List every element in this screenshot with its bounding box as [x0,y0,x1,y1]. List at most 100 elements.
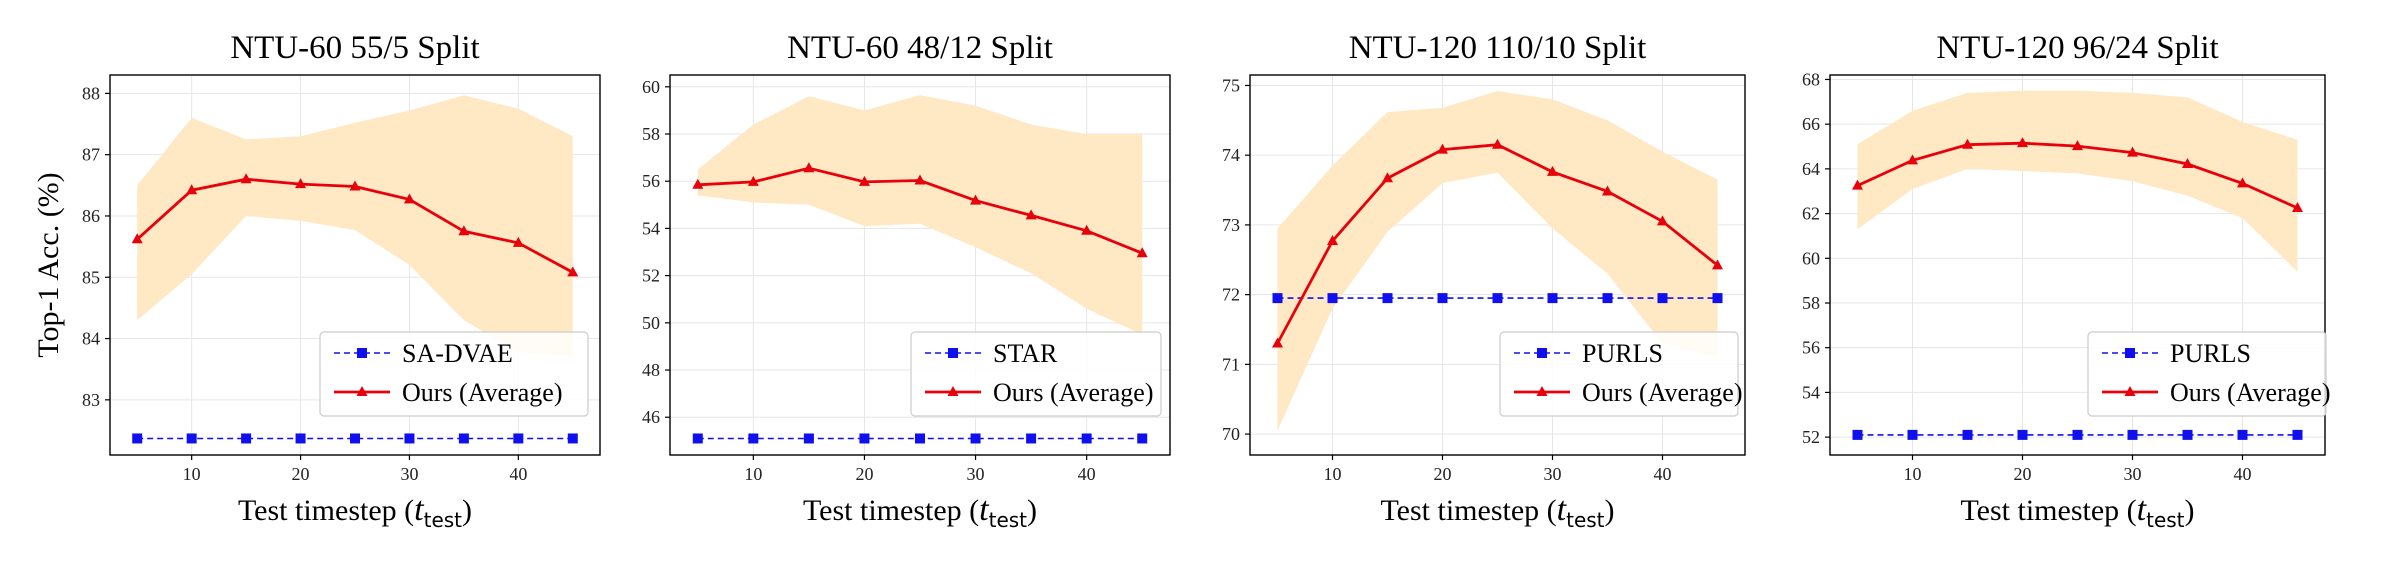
x-axis-label-math: t [1557,491,1568,528]
ours-point [1136,247,1148,258]
y-tick-label: 62 [1802,204,1820,224]
ours-point [1852,179,1863,190]
x-tick-label: 30 [2124,464,2142,484]
x-tick-label: 30 [967,464,985,484]
ours-point [2127,146,2138,157]
ours-point [1327,234,1338,245]
y-tick-label: 68 [1802,69,1820,89]
ours-point [914,174,926,185]
y-tick-label: 83 [82,390,100,410]
y-tick-label: 56 [1802,338,1820,358]
plot-frame [1249,74,1746,456]
x-axis-label-math: t [2137,491,2148,528]
baseline-point [1547,293,1558,304]
ours-point [1907,154,1918,165]
baseline-point [567,433,578,444]
ours-point [2237,177,2248,188]
baseline-point [692,433,703,444]
ours-point [747,175,759,186]
legend-baseline-label: SA-DVAE [402,339,513,368]
x-tick-label: 40 [2234,464,2252,484]
x-axis-label-text: Test timestep ( [1380,494,1556,527]
ours-point [295,178,307,189]
x-tick-label: 20 [855,464,873,484]
x-tick-label: 20 [1434,464,1452,484]
legend-baseline-label: STAR [993,339,1058,368]
ours-point [1272,337,1283,348]
y-tick-label: 58 [642,124,660,144]
y-tick-label: 46 [642,407,660,427]
x-axis-label-close: ) [1027,494,1037,527]
legend-ours-label: Ours (Average) [1582,378,1743,407]
y-tick-label: 52 [1802,427,1820,447]
baseline-point [2182,429,2193,440]
x-tick-label: 30 [400,464,418,484]
ours-point [2292,202,2303,212]
baseline-point [1026,433,1037,444]
baseline-point [1907,429,1918,440]
baseline-point [2017,429,2028,440]
x-axis-label-subscript: test [1566,508,1605,532]
x-axis-label: Test timestep (ttest) [1960,491,2194,532]
ours-point [512,236,524,247]
y-tick-label: 75 [1222,75,1240,95]
baseline-point [748,433,759,444]
plot-frame [669,74,1171,456]
ours-point [349,180,361,191]
baseline-point [404,433,415,444]
legend-baseline-marker [1537,348,1547,358]
baseline-point [1852,429,1863,440]
x-tick-label: 10 [183,464,201,484]
x-tick-label: 10 [1324,464,1342,484]
y-tick-label: 52 [642,266,660,286]
baseline-point [970,433,981,444]
x-axis-label-subscript: test [989,508,1028,532]
x-axis-label-text: Test timestep ( [803,494,979,527]
baseline-point [915,433,925,444]
ours-point [2072,140,2083,151]
y-tick-label: 84 [82,329,100,349]
legend: PURLS Ours (Average) [1499,331,1743,417]
x-tick-label: 40 [1654,464,1672,484]
baseline-point [132,433,143,444]
baseline-point [859,433,870,444]
y-tick-label: 58 [1802,293,1820,313]
y-tick-label: 54 [642,218,660,238]
baseline-point [2237,429,2248,440]
baseline-point [1327,293,1338,304]
plot-frame [109,74,601,456]
chart-title: NTU-120 96/24 Split [1936,30,2218,66]
baseline-point [1712,293,1723,304]
baseline-point [295,433,306,444]
baseline-point [241,433,252,444]
legend-baseline-marker [948,348,958,358]
ours-point [1081,224,1093,235]
x-tick-label: 20 [292,464,310,484]
ours-point [1547,165,1558,176]
legend-ours-marker [947,386,959,396]
x-axis-label: Test timestep (ttest) [238,491,472,532]
y-tick-label: 48 [642,360,660,380]
x-tick-label: 30 [1544,464,1562,484]
y-tick-label: 50 [642,313,660,333]
baseline-point [186,433,197,444]
variance-band [1857,90,2298,272]
x-axis-label-subscript: test [2146,508,2185,532]
x-tick-label: 40 [1078,464,1096,484]
x-tick-label: 20 [2014,464,2032,484]
x-axis-label-math: t [979,491,990,528]
ours-point [1382,172,1393,183]
ours-point [186,184,198,195]
y-tick-label: 60 [642,77,660,97]
chart-title: NTU-60 55/5 Split [230,30,479,66]
baseline-point [1962,429,1973,440]
baseline-point [1137,433,1148,444]
y-tick-label: 71 [1222,354,1240,374]
ours-point [403,193,415,204]
ours-point [2017,137,2028,148]
baseline-point [2292,429,2303,440]
legend-ours-marker [1536,386,1548,396]
ours-point [692,178,704,189]
x-tick-label: 10 [1904,464,1922,484]
